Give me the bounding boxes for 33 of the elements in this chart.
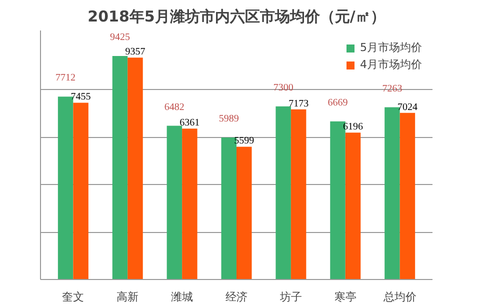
x-tick-label: 总均价 — [382, 290, 416, 304]
chart-title: 2018年5月潍坊市内六区市场均价（元/㎡） — [88, 8, 386, 26]
data-label: 6482 — [164, 102, 184, 113]
data-label: 6361 — [180, 118, 200, 129]
x-tick-label: 潍城 — [171, 290, 194, 304]
x-tick-label: 坊子 — [278, 290, 302, 304]
bar — [128, 58, 143, 280]
bar — [221, 137, 236, 280]
legend-label: 4月市场均价 — [360, 57, 422, 72]
bar — [276, 106, 291, 280]
bar — [345, 132, 361, 280]
bar — [236, 146, 252, 280]
x-tick-label: 高新 — [116, 290, 139, 304]
x-tick-label: 寒亭 — [334, 290, 356, 304]
bar — [384, 107, 400, 280]
bar — [400, 112, 416, 280]
data-label: 7173 — [288, 98, 309, 110]
bar — [166, 126, 182, 280]
data-label: 9425 — [110, 32, 130, 43]
bar — [112, 56, 128, 280]
data-label: 7024 — [397, 102, 418, 113]
bar — [182, 128, 198, 280]
bar — [330, 121, 346, 280]
x-tick-label: 奎文 — [62, 290, 84, 304]
data-label: 7712 — [56, 72, 76, 84]
data-label: 7455 — [70, 92, 91, 103]
data-label: 5989 — [218, 113, 239, 124]
data-label: 6669 — [328, 97, 348, 108]
data-label: 9357 — [125, 46, 146, 58]
bar — [73, 102, 88, 280]
x-tick-label: 经济 — [226, 290, 248, 304]
legend-label: 5月市场均价 — [360, 40, 422, 55]
bar — [290, 109, 306, 280]
